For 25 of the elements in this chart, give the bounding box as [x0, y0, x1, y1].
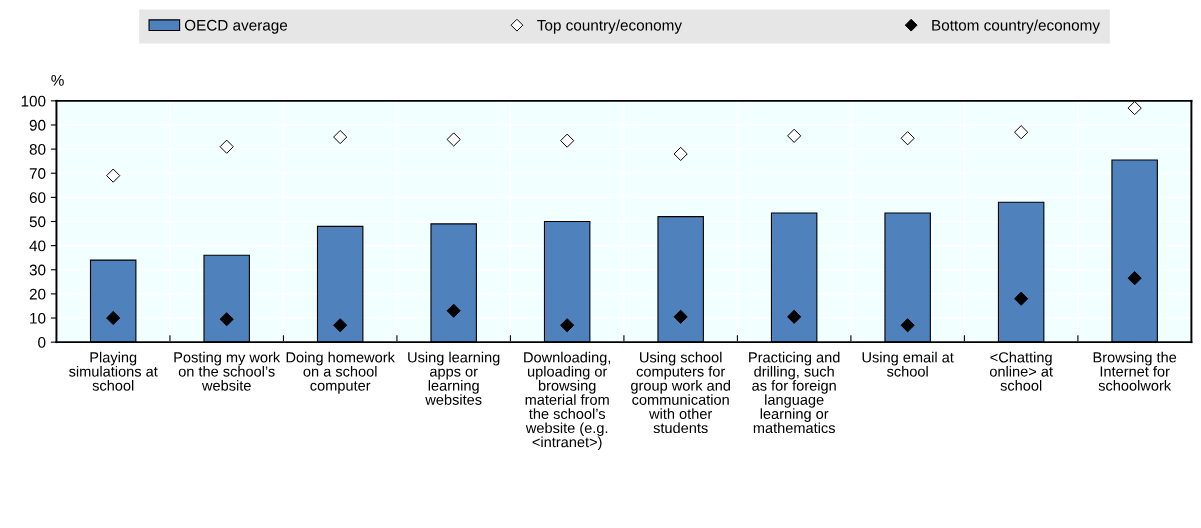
- y-tick-label: 0: [38, 337, 46, 348]
- y-tick-label: 70: [29, 168, 46, 179]
- y-tick-label: 90: [29, 119, 46, 131]
- x-tick-label: Playing simulations at school: [69, 351, 158, 391]
- legend-label: Top country/economy: [537, 19, 682, 34]
- x-tick-label: Using learning apps or learning websites: [408, 351, 500, 405]
- x-tick-label: Using school computers for group work and communication with other students: [631, 351, 730, 434]
- legend-label: Bottom country/economy: [932, 19, 1100, 34]
- legend-label: OECD average: [184, 19, 288, 34]
- y-tick-label: 100: [21, 95, 46, 107]
- x-tick-label: <Chatting online> at school: [989, 351, 1053, 391]
- x-tick-label: Downloading, uploading or browsing material from the school’s website (e.g. <intranet>): [524, 351, 611, 451]
- y-axis-title: %: [51, 75, 64, 86]
- x-tick-label: Doing homework on a school computer: [286, 351, 395, 394]
- x-tick-label: Practicing and drilling, such as for foreign language learning or mathematics: [749, 351, 840, 434]
- x-tick-label: Posting my work on the school’s website: [174, 351, 281, 391]
- x-tick-label: Using email at school: [862, 351, 954, 377]
- y-tick-label: 10: [30, 312, 46, 324]
- y-tick-label: 50: [29, 216, 46, 228]
- y-tick-label: 40: [29, 240, 46, 252]
- y-tick-label: 80: [29, 143, 46, 155]
- y-tick-label: 60: [29, 192, 46, 204]
- x-tick-label: Browsing the Internet for schoolwork: [1093, 351, 1177, 391]
- y-tick-label: 20: [29, 288, 46, 300]
- y-tick-label: 30: [29, 264, 46, 276]
